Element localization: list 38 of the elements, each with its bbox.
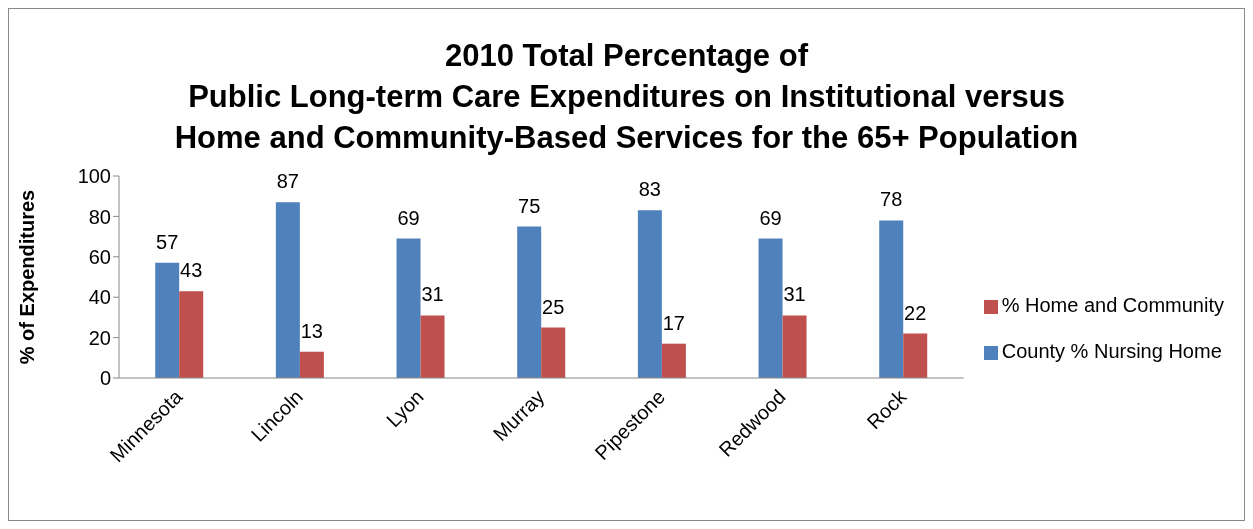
data-label: 57 bbox=[156, 230, 179, 253]
data-label: 43 bbox=[180, 259, 203, 282]
data-label: 78 bbox=[880, 188, 903, 211]
chart-title: 2010 Total Percentage of Public Long-term Care Expenditures on Institutional versus Home and Community-Based Services for the 65+ Population bbox=[173, 37, 1080, 157]
data-label: 75 bbox=[518, 194, 541, 217]
data-label: 31 bbox=[783, 283, 806, 306]
y-tick-label: 80 bbox=[88, 205, 111, 228]
data-label: 13 bbox=[300, 319, 323, 342]
y-tick-label: 100 bbox=[77, 165, 111, 188]
bar bbox=[275, 202, 300, 378]
data-label: 83 bbox=[638, 178, 661, 201]
bar bbox=[155, 262, 180, 378]
y-tick-label: 0 bbox=[99, 367, 111, 390]
bar bbox=[396, 238, 421, 378]
data-label: 87 bbox=[276, 170, 299, 193]
data-label: 17 bbox=[662, 311, 685, 334]
bar bbox=[782, 315, 807, 378]
data-label: 22 bbox=[904, 301, 927, 324]
bar bbox=[299, 351, 324, 378]
bar bbox=[661, 343, 686, 378]
bar bbox=[541, 327, 566, 378]
y-tick-label: 20 bbox=[88, 326, 111, 349]
bar bbox=[879, 220, 904, 378]
bar bbox=[637, 210, 662, 378]
y-tick-label: 60 bbox=[88, 245, 111, 268]
data-label: 31 bbox=[421, 283, 444, 306]
bar bbox=[420, 315, 445, 378]
legend-label: County % Nursing Home bbox=[1001, 340, 1222, 362]
bar bbox=[903, 333, 928, 378]
y-axis-title: % of Expenditures bbox=[16, 189, 39, 365]
y-tick-label: 40 bbox=[88, 286, 111, 309]
data-label: 69 bbox=[397, 206, 420, 229]
data-label: 25 bbox=[542, 295, 565, 318]
data-label: 69 bbox=[759, 206, 782, 229]
bar bbox=[758, 238, 783, 378]
legend-label: % Home and Community bbox=[1001, 294, 1224, 316]
bar bbox=[179, 291, 204, 378]
bar bbox=[517, 226, 542, 378]
